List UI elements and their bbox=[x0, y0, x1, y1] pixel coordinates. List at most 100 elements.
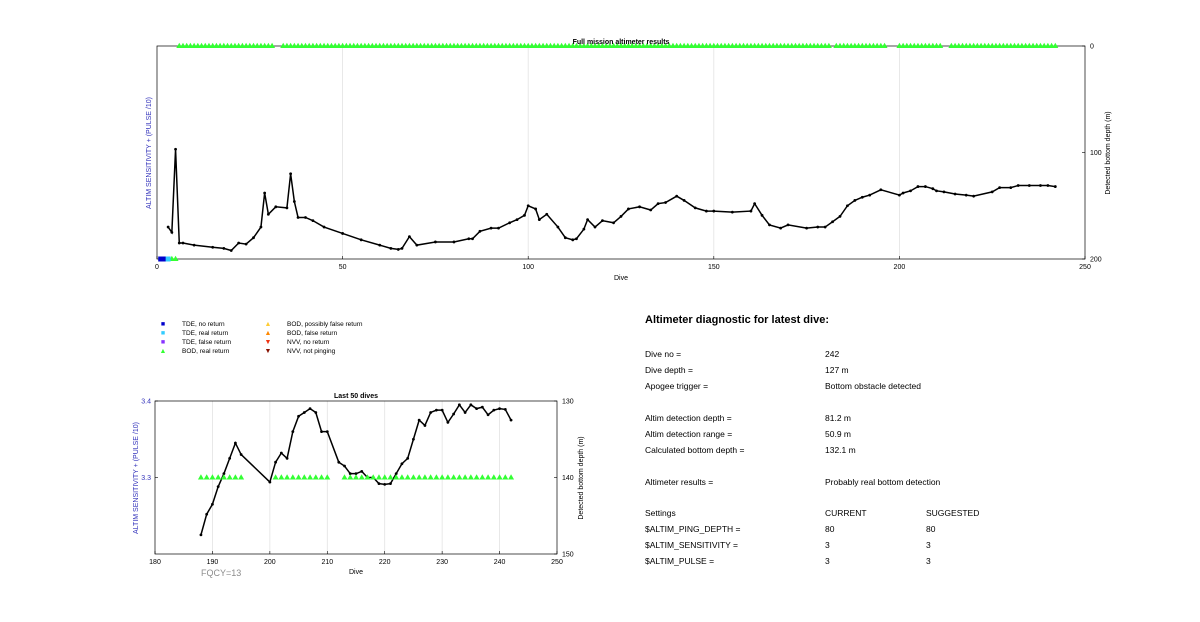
data-point bbox=[1016, 184, 1020, 187]
data-point bbox=[291, 430, 295, 433]
data-point bbox=[1039, 184, 1042, 187]
bod-marker bbox=[473, 474, 480, 480]
bod-marker bbox=[272, 474, 279, 480]
pulse-current: 3 bbox=[825, 556, 830, 566]
bod-marker bbox=[375, 474, 382, 480]
bod-marker bbox=[215, 474, 222, 480]
y2-tick-label: 0 bbox=[1090, 44, 1094, 51]
x-tick-label: 230 bbox=[436, 559, 448, 566]
data-point bbox=[360, 469, 364, 473]
data-point bbox=[302, 411, 306, 414]
data-point bbox=[396, 248, 400, 251]
altimeter-results-value: Probably real bottom detection bbox=[825, 477, 941, 487]
data-point bbox=[964, 193, 968, 197]
data-point bbox=[475, 407, 478, 411]
altimeter-results-label: Altimeter results = bbox=[645, 477, 714, 487]
data-point bbox=[712, 209, 716, 213]
x-tick-label: 210 bbox=[321, 559, 333, 566]
bod-marker bbox=[1052, 42, 1059, 48]
data-point bbox=[177, 241, 181, 245]
data-point bbox=[879, 188, 883, 192]
data-point bbox=[322, 225, 326, 229]
bod-marker bbox=[444, 474, 451, 480]
data-point bbox=[408, 235, 411, 239]
bod-marker bbox=[881, 42, 888, 48]
data-point bbox=[901, 191, 905, 195]
bod-marker bbox=[295, 474, 302, 480]
legend-label: NVV, no return bbox=[287, 339, 330, 346]
data-point bbox=[786, 223, 790, 227]
data-point bbox=[222, 246, 226, 250]
data-point bbox=[509, 418, 513, 422]
data-point bbox=[831, 220, 834, 224]
data-point bbox=[1027, 184, 1031, 187]
data-point bbox=[556, 225, 560, 229]
top-x-label: Dive bbox=[614, 275, 628, 282]
ping-depth-label: $ALTIM_PING_DEPTH = bbox=[645, 524, 741, 534]
data-point bbox=[768, 223, 771, 227]
data-point bbox=[325, 430, 329, 433]
data-point bbox=[656, 202, 660, 206]
legend-symbol: ■ bbox=[160, 330, 166, 337]
top-marks bbox=[158, 42, 1059, 262]
data-point bbox=[297, 414, 300, 418]
bod-marker bbox=[289, 474, 296, 480]
bod-marker bbox=[416, 474, 423, 480]
data-point bbox=[383, 482, 387, 486]
tde-marker bbox=[158, 256, 164, 262]
bod-marker bbox=[353, 474, 359, 480]
data-point bbox=[704, 209, 708, 213]
bottom-y2-ticks: 130 140 150 bbox=[554, 399, 574, 559]
data-point bbox=[337, 460, 341, 464]
bottom-y-ticks: 3.3 3.4 bbox=[141, 399, 158, 482]
data-point bbox=[935, 189, 938, 193]
data-point bbox=[478, 229, 482, 233]
legend-item-tde-false-return: ■ TDE, false return bbox=[158, 339, 231, 347]
bod-marker bbox=[220, 474, 227, 480]
data-point bbox=[359, 238, 363, 242]
x-tick-label: 200 bbox=[264, 559, 276, 566]
data-point bbox=[296, 216, 300, 219]
dive-no-label: Dive no = bbox=[645, 349, 682, 359]
sensitivity-current: 3 bbox=[825, 540, 830, 550]
data-point bbox=[308, 407, 312, 411]
data-point bbox=[394, 472, 398, 476]
data-point bbox=[931, 187, 935, 191]
data-point bbox=[526, 204, 530, 208]
data-point bbox=[389, 246, 393, 250]
data-point bbox=[675, 194, 679, 198]
ping-depth-current: 80 bbox=[825, 524, 835, 534]
legend-label: BOD, false return bbox=[287, 330, 338, 337]
top-y2-label: Detected bottom depth (m) bbox=[1105, 111, 1112, 194]
data-point bbox=[415, 243, 419, 247]
suggested-header: SUGGESTED bbox=[926, 508, 980, 518]
data-point bbox=[682, 199, 686, 202]
bod-marker bbox=[393, 474, 400, 480]
legend-item-bod-false-return: ▲ BOD, false return bbox=[263, 330, 338, 338]
x-tick-label: 150 bbox=[708, 264, 720, 271]
bod-marker bbox=[485, 474, 492, 480]
bottom-marks bbox=[197, 403, 515, 537]
bottom-chart-title: Last 50 dives bbox=[334, 393, 378, 400]
data-point bbox=[268, 480, 272, 484]
bod-marker bbox=[358, 474, 365, 480]
bod-marker bbox=[421, 474, 428, 480]
data-point bbox=[638, 205, 641, 209]
bod-marker bbox=[238, 474, 245, 480]
current-header: CURRENT bbox=[825, 508, 867, 518]
bod-marker bbox=[456, 474, 463, 480]
data-point bbox=[166, 225, 170, 229]
data-point bbox=[429, 411, 433, 414]
data-point bbox=[619, 215, 623, 218]
x-tick-label: 50 bbox=[339, 264, 347, 271]
data-point bbox=[389, 482, 392, 486]
bod-marker bbox=[508, 474, 515, 480]
data-point bbox=[423, 424, 427, 427]
data-point bbox=[909, 189, 912, 193]
bod-marker bbox=[172, 255, 179, 261]
apogee-trigger-label: Apogee trigger = bbox=[645, 381, 709, 391]
bod-marker bbox=[462, 474, 469, 480]
data-point bbox=[400, 462, 404, 466]
x-tick-label: 220 bbox=[379, 559, 391, 566]
